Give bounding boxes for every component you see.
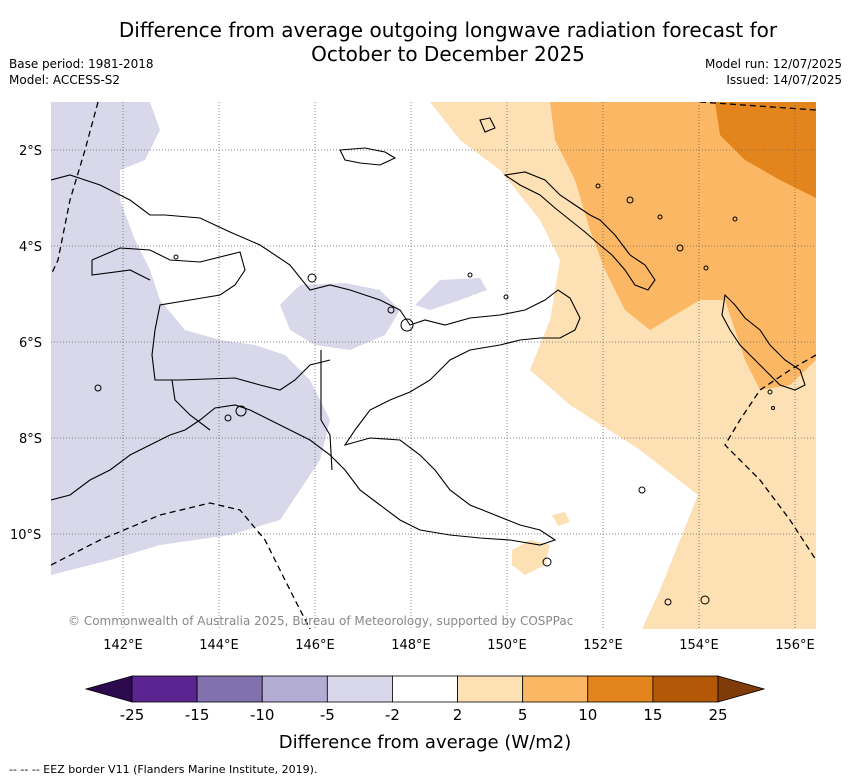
lon-label-148e: 148°E: [391, 638, 431, 653]
bougainville-coast: [721, 293, 806, 391]
meta-left: Base period: 1981-2018 Model: ACCESS-S2: [9, 56, 154, 88]
anomaly-pos-2-5-patch-1: [512, 540, 550, 575]
colorbar-bin: [131, 675, 198, 703]
lon-label-156e: 156°E: [775, 638, 815, 653]
lat-label-6s: 6°S: [19, 336, 42, 351]
colorbar-bin: [392, 675, 458, 703]
colorbar-tick-label: 25: [708, 706, 727, 724]
title-line-2: October to December 2025: [311, 42, 585, 66]
graticule: [51, 102, 816, 629]
anomaly-neg-west: [51, 102, 330, 575]
anomaly-pos-2-5-patch-2: [552, 512, 570, 526]
title-line-1: Difference from average outgoing longwav…: [118, 18, 778, 42]
anomaly-neg-east: [415, 278, 487, 310]
lon-label-144e: 144°E: [199, 638, 239, 653]
issued-date: Issued: 14/07/2025: [726, 73, 842, 87]
lon-labels: 142°E 144°E 146°E 148°E 150°E 152°E 154°…: [103, 638, 815, 653]
lon-label-142e: 142°E: [103, 638, 143, 653]
colorbar-tick-label: 2: [453, 706, 463, 724]
chart-title: Difference from average outgoing longwav…: [0, 18, 850, 66]
lon-label-152e: 152°E: [583, 638, 623, 653]
lon-label-154e: 154°E: [679, 638, 719, 653]
colorbar-tick-label: -10: [250, 706, 275, 724]
new-britain-coast: [503, 171, 656, 291]
anomaly-neg-central: [280, 283, 400, 350]
lat-label-4s: 4°S: [19, 240, 42, 255]
colorbar: -25 -15 -10 -5 -2 2 5 10 15 25: [84, 675, 766, 724]
lon-label-150e: 150°E: [487, 638, 527, 653]
colorbar-tick-label: -15: [185, 706, 210, 724]
new-ireland-coast: [479, 117, 496, 133]
colorbar-bin: [196, 675, 263, 703]
colorbar-tick-label: 5: [518, 706, 528, 724]
model-name: Model: ACCESS-S2: [9, 73, 121, 87]
colorbar-bin: [522, 675, 589, 703]
model-run: Model run: 12/07/2025: [704, 57, 842, 71]
colorbar-tick-label: -25: [120, 706, 145, 724]
png-border: [320, 350, 333, 471]
new-guinea-coast: [51, 174, 581, 546]
colorbar-tick-label: -2: [385, 706, 400, 724]
manus-coast: [339, 147, 397, 166]
small-islands: [94, 183, 775, 606]
coastlines: [51, 117, 806, 546]
lat-label-8s: 8°S: [19, 432, 42, 447]
colorbar-bin: [587, 675, 654, 703]
meta-right: Model run: 12/07/2025 Issued: 14/07/2025: [705, 56, 842, 88]
province-borders: [91, 247, 331, 391]
colorbar-bin: [326, 675, 393, 703]
colorbar-extend-max: [717, 675, 766, 703]
colorbar-bin: [261, 675, 328, 703]
lat-labels: 2°S 4°S 6°S 8°S 10°S: [10, 144, 42, 543]
colorbar-bin: [457, 675, 524, 703]
province-borders-2: [91, 260, 151, 281]
colorbar-tick-label: 15: [643, 706, 662, 724]
base-period: Base period: 1981-2018: [9, 57, 154, 71]
colorbar-tick-label: -5: [320, 706, 335, 724]
colorbar-extend-min: [84, 675, 133, 703]
lon-label-146e: 146°E: [295, 638, 335, 653]
map-area: © Commonwealth of Australia 2025, Bureau…: [51, 102, 816, 629]
colorbar-tick-label: 10: [578, 706, 597, 724]
copyright-text: © Commonwealth of Australia 2025, Bureau…: [68, 614, 573, 628]
eez-footnote: -- -- -- EEZ border V11 (Flanders Marine…: [9, 763, 318, 776]
eez-borders: [51, 102, 816, 629]
colorbar-title: Difference from average (W/m2): [279, 732, 571, 753]
colorbar-bin: [652, 675, 719, 703]
lat-label-2s: 2°S: [19, 144, 42, 159]
lat-label-10s: 10°S: [10, 528, 41, 543]
anomaly-pos-5-10: [550, 102, 816, 390]
province-borders-3: [171, 379, 211, 431]
